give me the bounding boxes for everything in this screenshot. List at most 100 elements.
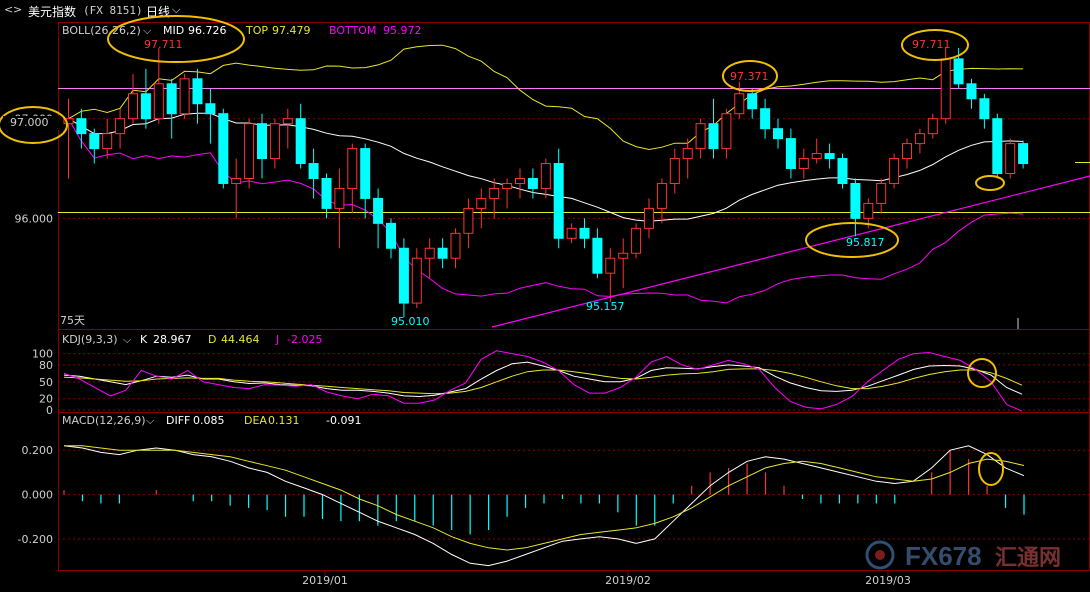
price-tick-label: 96.000 [15,212,54,225]
candle [450,232,461,259]
candle [708,123,719,150]
candles [63,47,1029,318]
candle [540,163,551,189]
candle [837,158,848,184]
macd-diff-line [63,445,1025,567]
candle [437,247,448,259]
annotation-ellipse-level [0,106,68,144]
boll-legend-name: BOLL(26,26,2) [62,24,141,37]
annotation-circle-macd [978,452,1004,486]
title-bar: < > 美元指数 (FX 8151) 日线 ⌵ [0,0,1090,22]
candle [566,227,577,239]
kdj-tick-label: 20 [39,393,53,406]
candle [527,177,538,189]
candle [876,182,887,204]
annotation-label-mid-low: 95.817 [846,236,885,249]
annotation-label-jan-low: 95.010 [391,315,430,328]
candle [785,138,796,170]
annotation-ellipse-mid-low [805,222,899,258]
annotation-label-right-high: 97.711 [912,38,951,51]
candle [1005,143,1016,175]
kdj-d-label: D [208,333,216,346]
candle [760,108,771,130]
candle [747,93,758,110]
candle [334,187,345,209]
globe-icon [865,540,895,570]
candle [669,158,680,184]
macd-legend-name: MACD(12,26,9) [62,414,146,427]
candle [140,93,151,120]
annotation-circle-kdj [967,358,997,388]
chevron-down-icon[interactable]: ⌵ [123,333,132,346]
macd-diff-label: DIFF [166,414,190,427]
candle [811,153,822,160]
candle [295,118,306,165]
candle [424,247,435,259]
candle [502,182,513,189]
macd-histogram [63,445,1025,567]
watermark-logo: FX678 汇通网 [865,540,1061,571]
axis-labels: 97.00096.00010080502000.2000.000-0.20020… [15,113,911,587]
annotations: 97.711 97.371 97.711 97.000 95.817 95.15… [0,15,1005,486]
annotation-ellipse-mid-high [722,60,778,92]
boll-bottom-line [68,118,1024,304]
candle [966,83,977,100]
macd-tick-label: 0.000 [22,489,54,502]
date-tick-label: 2019/02 [605,574,651,587]
macd-tick-label: 0.200 [22,444,54,457]
back-button[interactable]: < [4,3,14,16]
candle [231,177,242,184]
period-label: 75天 [60,314,85,327]
candle [656,182,667,209]
macd-value: -0.091 [326,414,361,427]
kdj-tick-label: 100 [32,348,53,361]
candle [682,148,693,160]
candle [940,58,951,120]
candle [515,177,525,184]
kdj-k-value: 28.967 [153,333,192,346]
boll-bottom-label: BOTTOM [329,24,376,37]
candle [579,227,590,239]
kdj-lines [63,350,1023,412]
candle [889,158,900,184]
candle [179,78,190,115]
macd-dea-value: 0.131 [268,414,300,427]
forward-button[interactable]: > [13,3,23,16]
annotation-label-feb-low: 95.157 [586,300,625,313]
annotation-label-level: 97.000 [10,116,49,129]
panel-frames [58,22,1090,571]
kdj-legend: KDJ(9,3,3) ⌵ K 28.967 D 44.464 J -2.025 [62,333,322,346]
candle [953,58,964,85]
kdj-tick-label: 0 [46,404,53,417]
kdj-k-line [63,361,1023,398]
chevron-down-icon[interactable]: ⌵ [143,24,152,37]
boll-mid-value: 96.726 [188,24,227,37]
candle [76,118,87,135]
candle [282,118,293,125]
macd-dea-label: DEA [244,414,267,427]
chevron-down-icon[interactable]: ⌵ [172,3,181,16]
candle [798,158,809,170]
candle [128,93,138,120]
macd-legend: MACD(12,26,9) ⌵ DIFF 0.085 DEA 0.131 -0.… [62,414,361,427]
kdj-tick-label: 80 [39,359,53,372]
boll-top-label: TOP [245,24,268,37]
candle [695,123,706,150]
candle [244,123,255,179]
candle [927,118,938,135]
candle [618,252,629,259]
kdj-d-value: 44.464 [221,333,260,346]
boll-top-value: 97.479 [272,24,311,37]
candle [153,83,164,120]
annotation-label-left-high: 97.711 [144,38,183,51]
candle [63,118,74,125]
annotation-label-mid-high: 97.371 [730,70,769,83]
candle [605,257,616,274]
candle [89,133,100,150]
chevron-down-icon[interactable]: ⌵ [146,414,155,427]
kdj-j-label: J [275,333,279,346]
candle [321,177,332,209]
candle [218,113,229,184]
macd-dea-line [64,445,1025,551]
